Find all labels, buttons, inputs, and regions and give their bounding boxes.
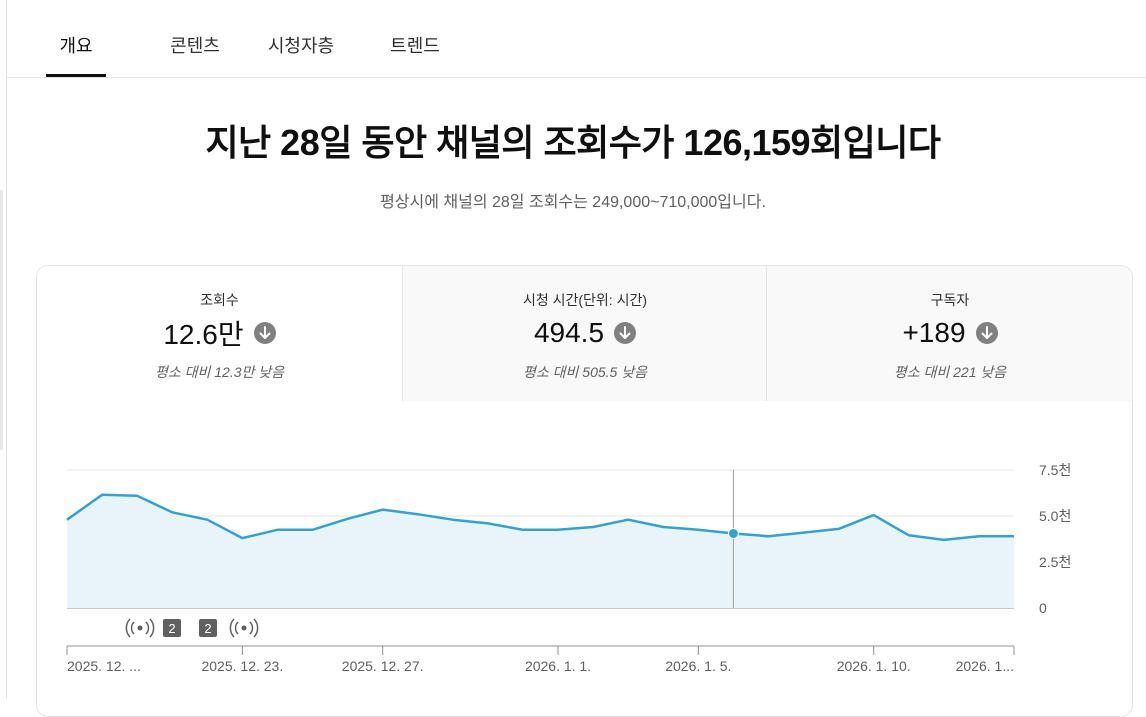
tab-bar: 개요 콘텐츠 시청자층 트렌드: [6, 0, 1146, 78]
metric-compare: 평소 대비 505.5 낮음: [523, 364, 647, 380]
metric-label: 시청 시간(단위: 시간): [522, 292, 648, 308]
x-tick-label: 2025. 12. 23.: [201, 658, 283, 674]
metric-value: +189: [902, 317, 966, 348]
arrow-down-icon: [975, 322, 998, 344]
badge-count: 2: [204, 621, 211, 636]
metric-tab-views[interactable]: 조회수 12.6만 평소 대비 12.3만 낮음: [37, 266, 402, 401]
metric-compare: 평소 대비 12.3만 낮음: [154, 364, 285, 380]
metric-value: 12.6만: [163, 319, 244, 350]
live-icon: [137, 625, 143, 631]
metric-compare: 평소 대비 221 낮음: [893, 364, 1007, 380]
live-icon: [253, 618, 259, 638]
area-fill: [67, 494, 1014, 608]
tab-content[interactable]: 콘텐츠: [170, 36, 220, 56]
x-tick-label: 2025. 12. ...: [67, 658, 141, 674]
live-icon: [130, 621, 135, 635]
metric-value-row: 494.5: [403, 316, 767, 350]
highlight-point: [727, 527, 739, 539]
live-icon: [229, 618, 235, 638]
tab-audience[interactable]: 시청자층: [267, 36, 335, 56]
y-tick-label: 0: [1039, 600, 1047, 616]
live-icon: [145, 621, 150, 635]
x-tick-label: 2025. 12. 27.: [342, 658, 424, 674]
views-chart[interactable]: 7.5천 5.0천 2.5천 0 2 2 2025. 12. ... 2025. 12. 23…: [36, 455, 1096, 685]
live-icon: [149, 618, 155, 638]
arrow-down-icon: [614, 322, 637, 344]
y-tick-label: 2.5천: [1039, 554, 1071, 570]
live-icon: [249, 621, 254, 635]
metric-label: 조회수: [200, 292, 239, 308]
arrow-down-icon: [253, 322, 276, 344]
metric-tab-subscribers[interactable]: 구독자 +189 평소 대비 221 낮음: [766, 266, 1132, 401]
live-icon: [234, 621, 239, 635]
x-tick-label: 2026. 1...: [956, 658, 1014, 674]
metric-value-row: 12.6만: [37, 316, 402, 350]
x-tick-label: 2026. 1. 1.: [525, 658, 591, 674]
live-icon: [241, 625, 247, 631]
page-subtitle: 평상시에 채널의 28일 조회수는 249,000~710,000입니다.: [380, 194, 766, 211]
annotation-badge: [199, 619, 217, 637]
left-edge-panel: [0, 0, 7, 699]
metric-value: 494.5: [533, 317, 605, 348]
live-icon: [125, 618, 131, 638]
x-tick-label: 2026. 1. 10.: [837, 658, 911, 674]
annotation-badge: [163, 619, 181, 637]
scroll-track[interactable]: [0, 190, 3, 450]
x-tick-label: 2026. 1. 5.: [665, 658, 731, 674]
metric-value-row: +189: [767, 316, 1132, 350]
tab-overview[interactable]: 개요: [46, 0, 106, 77]
y-tick-label: 7.5천: [1039, 462, 1071, 478]
series-line: [66, 493, 1014, 542]
page-title: 지난 28일 동안 채널의 조회수가 126,159회입니다: [205, 122, 941, 163]
y-tick-label: 5.0천: [1039, 508, 1071, 524]
metric-tab-watch-time[interactable]: 시청 시간(단위: 시간) 494.5 평소 대비 505.5 낮음: [402, 266, 767, 401]
tab-trends[interactable]: 트렌드: [390, 36, 440, 56]
metric-label: 구독자: [930, 292, 970, 308]
metrics-card: 조회수 12.6만 평소 대비 12.3만 낮음 시청 시간(단위: 시간) 4…: [36, 265, 1133, 717]
badge-count: 2: [168, 621, 175, 636]
